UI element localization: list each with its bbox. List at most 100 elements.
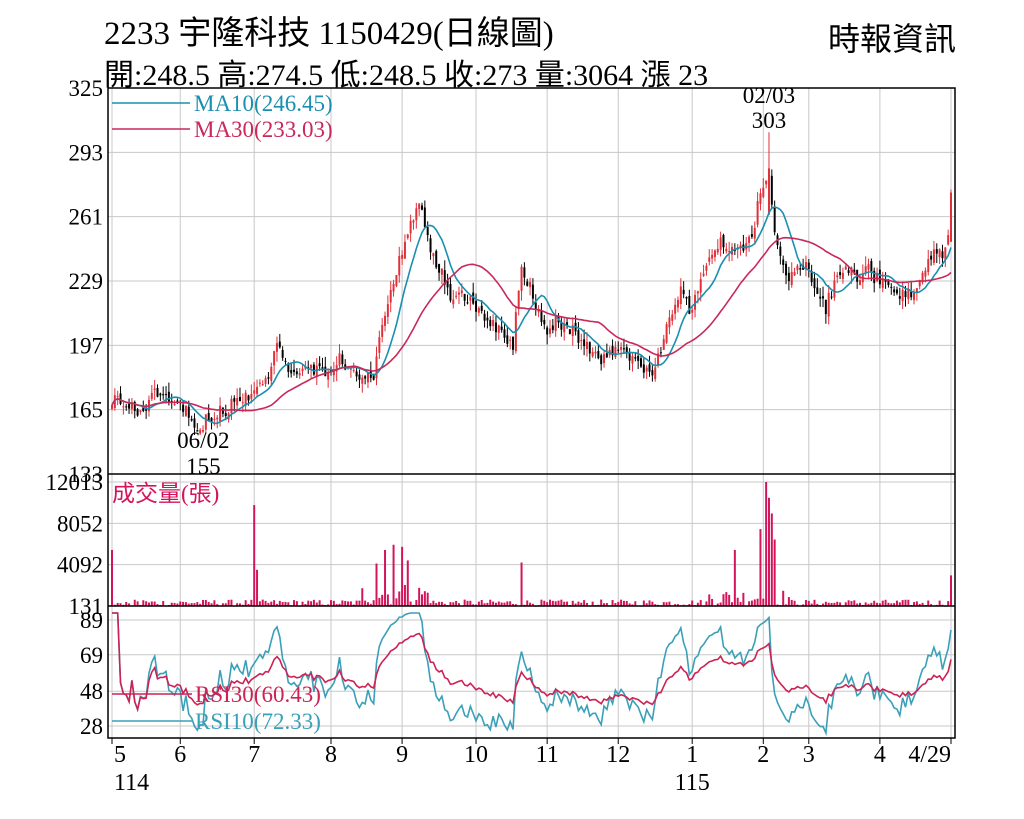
- candle-body: [876, 273, 879, 282]
- candle-body: [182, 404, 185, 412]
- candle-body: [278, 341, 281, 348]
- volume-bar: [895, 600, 898, 606]
- candle-body: [694, 294, 697, 310]
- candle-body: [895, 289, 898, 294]
- candle-body: [250, 393, 253, 399]
- volume-bar: [793, 600, 796, 606]
- candle-body: [241, 402, 244, 404]
- candle-body: [870, 261, 873, 272]
- volume-bar: [577, 601, 580, 606]
- volume-bar: [349, 601, 352, 606]
- volume-bar: [836, 601, 839, 606]
- volume-bar: [611, 600, 614, 606]
- volume-bar: [258, 601, 261, 606]
- candle-body: [836, 275, 839, 278]
- candle-body: [927, 259, 930, 273]
- candle-body: [270, 366, 273, 381]
- price-tick-label: 229: [69, 269, 104, 294]
- volume-bar: [947, 601, 950, 606]
- candle-body: [938, 249, 941, 258]
- volume-bar: [327, 604, 330, 606]
- candle-body: [659, 352, 662, 354]
- candle-body: [887, 279, 890, 286]
- volume-bar: [853, 600, 856, 606]
- candle-body: [440, 268, 443, 275]
- volume-bar: [557, 600, 560, 606]
- candle-body: [617, 349, 620, 351]
- volume-bar: [904, 599, 907, 606]
- candle-body: [759, 193, 762, 204]
- volume-bar: [856, 603, 859, 606]
- volume-bar: [389, 604, 392, 606]
- volume-bar: [224, 603, 227, 606]
- candle-body: [674, 304, 677, 314]
- candle-body: [748, 236, 751, 243]
- price-tick-label: 197: [69, 333, 104, 358]
- candle-body: [864, 266, 867, 273]
- volume-bar: [816, 603, 819, 606]
- volume-bar: [409, 601, 412, 606]
- volume-bar: [452, 602, 455, 606]
- volume-bar: [332, 600, 335, 606]
- candle-body: [281, 350, 284, 358]
- volume-bar: [284, 601, 287, 606]
- candle-body: [165, 394, 168, 396]
- volume-bar: [392, 544, 395, 606]
- ohlc-summary: 開:248.5 高:274.5 低:248.5 收:273 量:3064 漲 2…: [104, 59, 709, 92]
- candle-body: [395, 275, 398, 286]
- candle-body: [611, 346, 614, 356]
- candle-body: [844, 266, 847, 270]
- volume-bar: [472, 604, 475, 606]
- candle-body: [312, 364, 315, 375]
- volume-bar: [699, 600, 702, 606]
- candle-body: [221, 407, 224, 414]
- volume-bar: [227, 599, 230, 606]
- candle-body: [358, 374, 361, 380]
- volume-bar: [765, 482, 768, 606]
- candle-body: [406, 234, 409, 239]
- month-label: 11: [536, 742, 559, 768]
- volume-bar: [401, 546, 404, 606]
- candle-body: [711, 254, 714, 259]
- candle-body: [779, 246, 782, 256]
- candle-body: [315, 365, 318, 377]
- volume-bar: [571, 600, 574, 606]
- volume-bar: [406, 560, 409, 606]
- candle-body: [355, 371, 358, 377]
- volume-bar: [625, 600, 628, 606]
- volume-bar: [253, 505, 256, 606]
- volume-bar: [378, 597, 381, 606]
- volume-bar: [810, 603, 813, 606]
- candle-body: [111, 404, 113, 409]
- volume-bar: [938, 600, 941, 606]
- candle-body: [520, 266, 523, 291]
- volume-bar: [918, 603, 921, 606]
- candle-body: [676, 299, 679, 308]
- volume-bar: [119, 603, 122, 606]
- volume-bar: [250, 599, 253, 606]
- candle-body: [867, 264, 870, 270]
- volume-bar: [147, 602, 150, 606]
- candle-body: [472, 292, 475, 304]
- volume-bar: [142, 600, 145, 606]
- candle-body: [739, 245, 742, 248]
- volume-bar: [830, 602, 833, 606]
- volume-bar: [398, 591, 401, 606]
- volume-bar: [870, 602, 873, 606]
- candle-body: [486, 317, 489, 321]
- volume-bar: [187, 603, 190, 606]
- volume-bar: [494, 602, 497, 606]
- candle-body: [648, 364, 651, 372]
- candle-body: [219, 405, 222, 422]
- candle-body: [733, 250, 736, 252]
- candle-body: [685, 296, 688, 299]
- volume-bar: [546, 602, 549, 606]
- volume-bar: [247, 603, 250, 606]
- volume-bar: [688, 604, 691, 606]
- volume-bar: [583, 600, 586, 606]
- volume-bar: [725, 592, 728, 606]
- candle-body: [631, 356, 634, 364]
- price-tick-label: 261: [69, 205, 104, 230]
- candle-body: [841, 272, 844, 279]
- candle-body: [543, 319, 546, 325]
